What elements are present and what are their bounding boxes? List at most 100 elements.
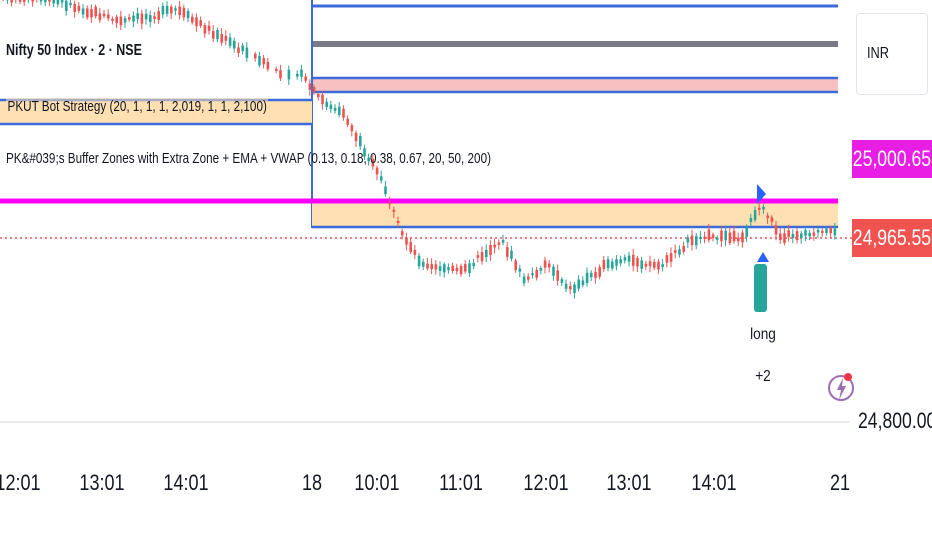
candle [287,69,291,80]
candle [619,259,622,264]
candle [661,264,664,267]
candle [203,25,207,34]
candle [350,125,354,132]
candle [443,264,446,273]
candle [65,0,68,11]
candle [111,18,114,21]
candle [636,258,639,267]
candle [119,16,123,26]
candle [178,6,181,16]
candle [669,253,673,262]
candle [199,20,202,26]
candle [363,148,366,157]
candle [766,215,769,219]
candle [186,11,190,19]
candle [787,230,790,237]
candle [153,16,156,19]
candle [590,272,593,278]
candle [800,233,803,239]
candle [136,13,139,20]
candle [237,47,240,53]
signal-qty: +2 [755,368,771,385]
candle [531,273,534,276]
candle [266,61,270,70]
symbol-title[interactable]: Nifty 50 Index · 2 · NSE [6,42,142,59]
candle [585,272,589,283]
candle [409,242,412,253]
candle [275,68,278,71]
candle [132,15,135,22]
candle [384,186,387,195]
lightning-icon[interactable] [826,358,856,428]
candle [741,232,744,243]
candle [476,255,480,258]
candle [98,13,102,21]
candle [401,231,404,236]
candle [657,261,660,270]
indicator-legend-1[interactable]: PKUT Bot Strategy (20, 1, 1, 1, 2,019, 1… [6,98,269,115]
candle [606,259,610,269]
candle [451,265,454,271]
candle [493,244,496,248]
candle [552,266,555,276]
candle [648,261,652,267]
candle [602,259,606,270]
candle [417,255,421,267]
candle [594,271,597,279]
time-label: 21 [829,470,851,495]
candle [430,264,433,269]
candle [123,18,127,23]
candle [52,0,55,4]
time-label: 13:01 [606,470,652,495]
candle [737,237,740,242]
candle [338,106,341,115]
candle [611,261,614,269]
candle [333,107,337,111]
candle [598,267,601,277]
candle [825,228,828,234]
candle [262,58,265,65]
candle [573,284,576,294]
candle [623,257,627,261]
time-label: 13:01 [79,470,125,495]
candle [665,255,669,263]
candle [644,263,648,267]
candle [459,265,463,275]
indicator-legend-2[interactable]: PK&#039;s Buffer Zones with Extra Zone +… [6,150,491,167]
candle [560,279,564,283]
candle [216,29,219,40]
candle [774,225,778,235]
candle [501,239,505,243]
candle [258,56,261,66]
candle [329,104,333,110]
candle [564,283,568,289]
arrow-up-icon [757,252,769,262]
candle [115,16,118,24]
candle [716,237,719,240]
candle [472,262,475,267]
candle [506,247,509,257]
candle [56,0,60,5]
candle [577,279,580,289]
currency-button[interactable]: INR [856,13,928,95]
candle [699,236,702,239]
candle [695,235,698,246]
candle [829,228,832,234]
candle [816,229,820,233]
candle [690,235,694,245]
time-label: 18 [301,470,323,495]
candle [296,73,299,77]
time-label: 12:01 [523,470,569,495]
candle [81,8,85,15]
candle [149,15,152,23]
candle [779,233,782,241]
time-label: 12:01 [0,470,41,495]
candle [392,209,396,212]
candle [90,9,93,18]
candle [821,230,824,233]
candle [233,40,236,49]
candle [241,45,244,52]
candle [426,263,429,269]
candle [808,232,811,237]
